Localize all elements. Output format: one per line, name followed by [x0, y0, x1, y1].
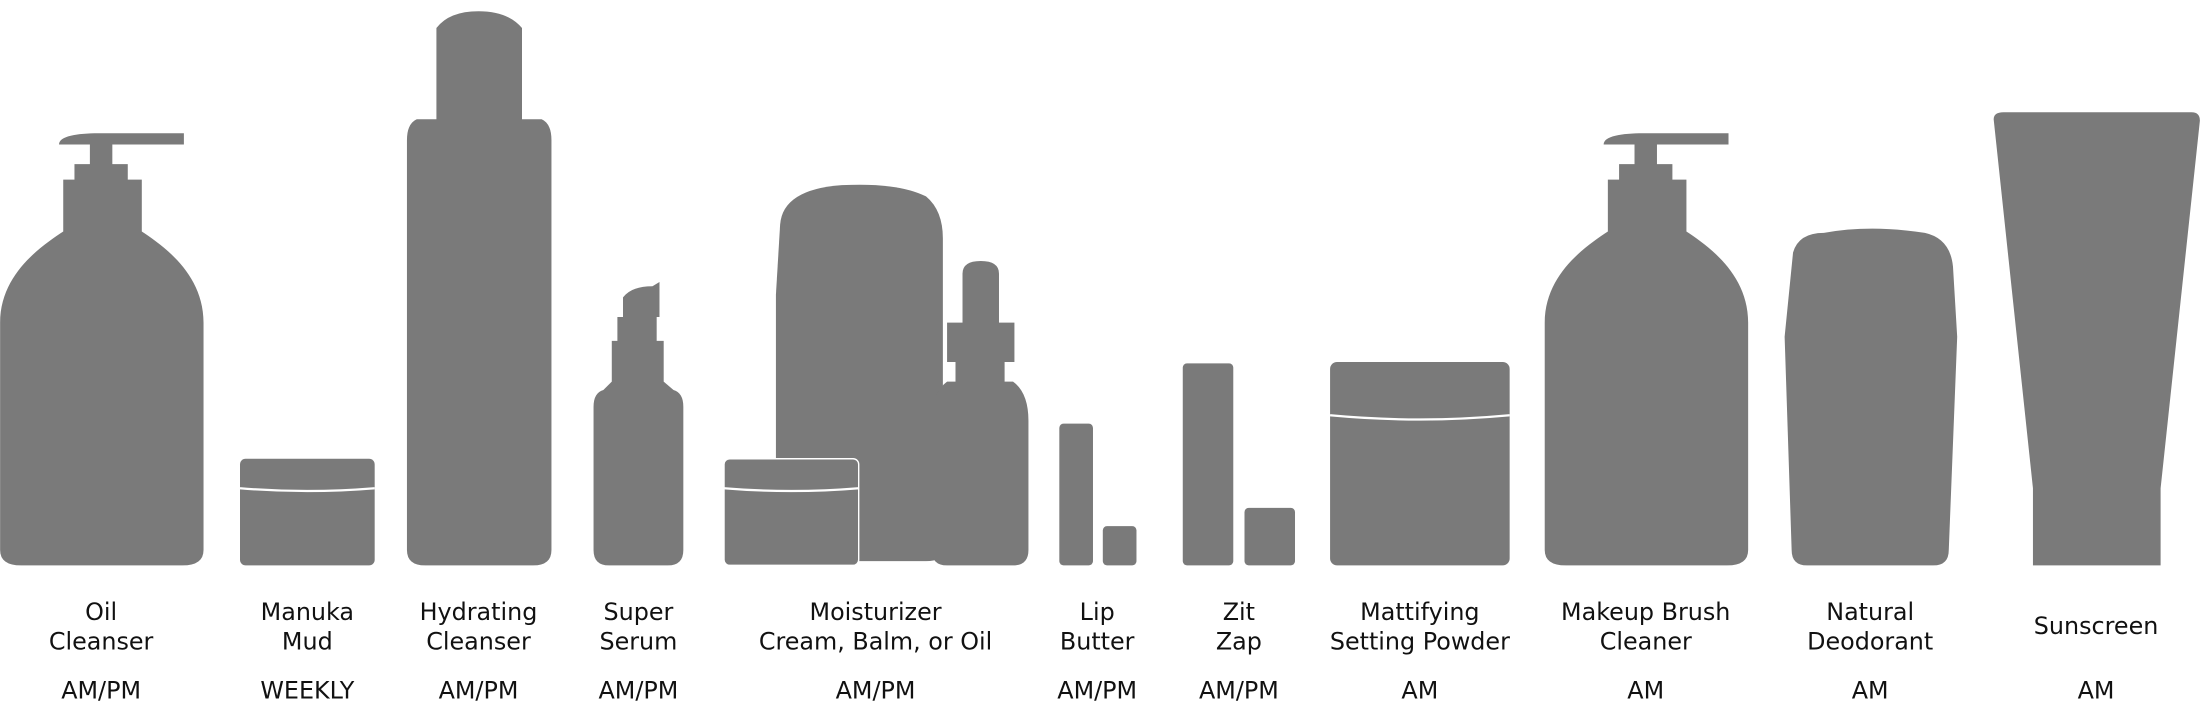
product-name: Deodorant	[1807, 628, 1933, 656]
tall-bottle-icon	[406, 11, 552, 566]
product-name: Zit	[1223, 598, 1255, 626]
product-name: Mud	[282, 628, 333, 656]
product-name: Zap	[1216, 628, 1262, 656]
product-schedule: AM	[1627, 677, 1664, 705]
product-name: Sunscreen	[2034, 612, 2159, 640]
product-name: Setting Powder	[1330, 628, 1510, 656]
pump-bottle-icon	[1544, 133, 1749, 566]
product-name: Hydrating	[420, 598, 538, 626]
product-schedule: AM/PM	[1057, 677, 1137, 705]
product-schedule: AM	[1401, 677, 1438, 705]
product-schedule: AM/PM	[1199, 677, 1279, 705]
lip-balm-icon	[1059, 423, 1137, 566]
product-schedule: AM	[1852, 677, 1889, 705]
product-name: Cleanser	[49, 628, 154, 656]
product-name: Cleaner	[1600, 628, 1692, 656]
product-labels: Oil Cleanser AM/PM Manuka Mud WEEKLY Hyd…	[49, 598, 2158, 705]
product-name: Super	[604, 598, 674, 626]
product-name: Natural	[1826, 598, 1914, 626]
product-schedule: AM/PM	[836, 677, 916, 705]
pump-bottle-icon	[0, 133, 204, 566]
tube-icon	[1993, 112, 2200, 566]
product-name: Serum	[599, 628, 677, 656]
deodorant-icon	[1784, 228, 1958, 566]
product-schedule: AM/PM	[599, 677, 679, 705]
product-name: Moisturizer	[810, 598, 942, 626]
product-schedule: AM	[2078, 677, 2115, 705]
product-name: Manuka	[261, 598, 354, 626]
product-name: Makeup Brush	[1561, 598, 1730, 626]
product-name: Mattifying	[1360, 598, 1479, 626]
product-schedule: AM/PM	[61, 677, 141, 705]
product-name: Cleanser	[426, 628, 531, 656]
product-name: Lip	[1080, 598, 1115, 626]
serum-pump-icon	[593, 281, 684, 566]
stick-icon	[1182, 363, 1296, 566]
product-schedule: WEEKLY	[260, 677, 354, 705]
jar-icon	[239, 458, 375, 566]
powder-jar-icon	[1329, 361, 1510, 566]
product-name: Butter	[1060, 628, 1135, 656]
product-name: Oil	[85, 598, 117, 626]
product-name: Cream, Balm, or Oil	[759, 628, 992, 656]
product-schedule: AM/PM	[439, 677, 519, 705]
moisturizer-group-icon	[723, 184, 1029, 567]
